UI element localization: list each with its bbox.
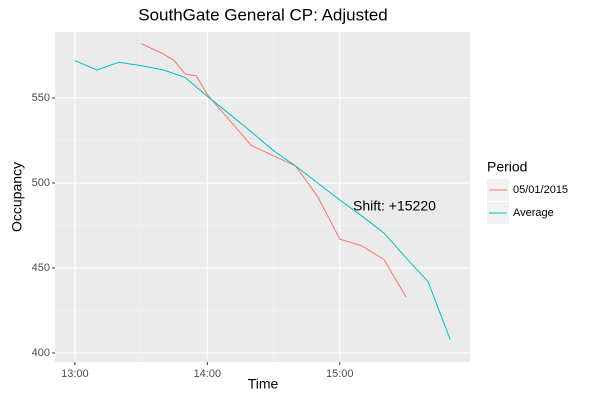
x-tick-label: 15:00: [326, 368, 354, 380]
x-tick-label: 14:00: [194, 368, 222, 380]
annotation: Shift: +15220: [353, 198, 436, 214]
x-tick-label: 13:00: [61, 368, 89, 380]
series-line: [74, 60, 451, 340]
series-line: [140, 43, 407, 298]
y-tick-label: 500: [32, 177, 50, 189]
y-tick-label: 550: [32, 92, 50, 104]
legend-label: Average: [513, 207, 554, 219]
y-tick-label: 450: [32, 262, 50, 274]
panel: [55, 32, 470, 362]
y-tick-label: 400: [32, 347, 50, 359]
legend-title: Period: [487, 159, 527, 175]
legend-label: 05/01/2015: [513, 184, 568, 196]
x-axis-label: Time: [248, 376, 279, 392]
y-axis-label: Occupancy: [9, 162, 25, 232]
chart-title: SouthGate General CP: Adjusted: [138, 5, 388, 24]
